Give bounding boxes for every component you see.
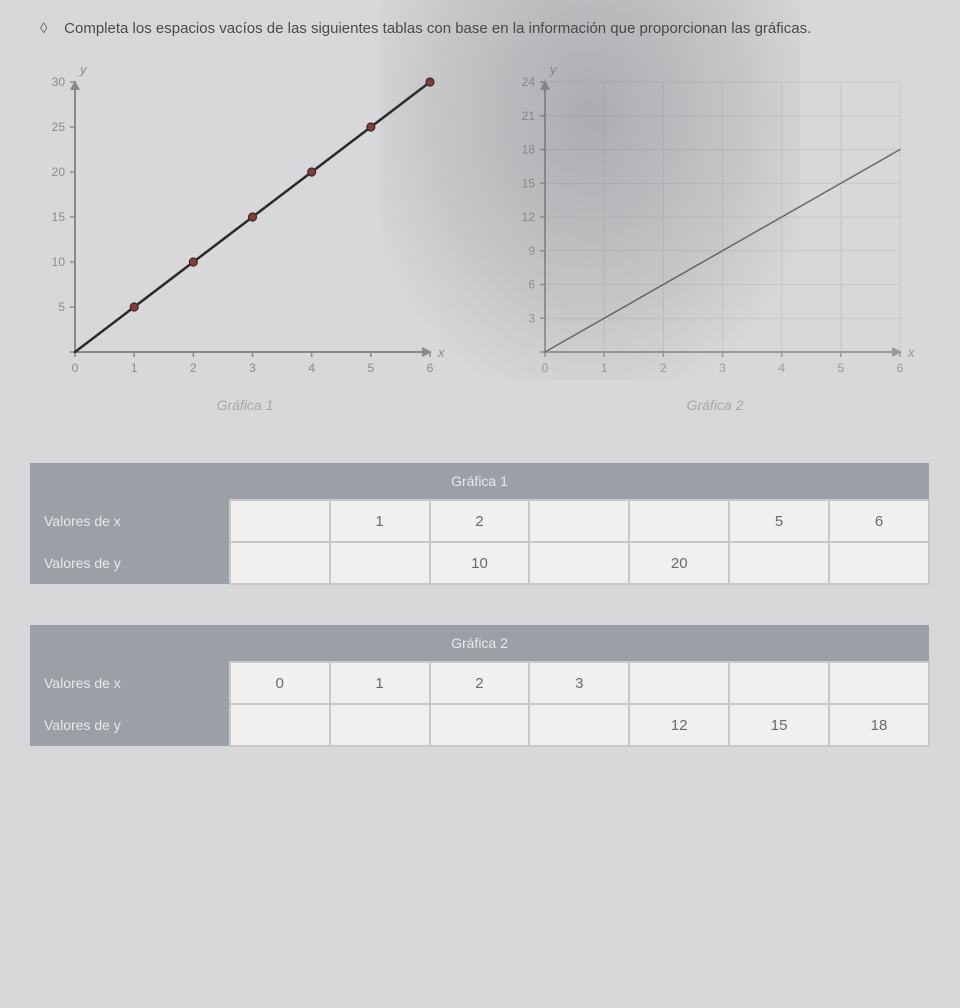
table-1-y-3[interactable] bbox=[529, 542, 629, 584]
table-1-x-row: Valores de x 1 2 5 6 bbox=[30, 500, 929, 542]
bullet-icon: ◊ bbox=[40, 20, 50, 37]
svg-text:4: 4 bbox=[308, 361, 315, 375]
table-1-x-1[interactable]: 1 bbox=[330, 500, 430, 542]
table-1-y-row: Valores de y 10 20 bbox=[30, 542, 929, 584]
chart-1-block: 5 10 15 20 25 30 0 1 2 3 4 5 6 y x Gráfica 1 bbox=[30, 57, 460, 413]
table-1-y-4[interactable]: 20 bbox=[629, 542, 729, 584]
table-1-x-0[interactable] bbox=[230, 500, 330, 542]
svg-text:24: 24 bbox=[522, 75, 536, 89]
table-1-y-5[interactable] bbox=[729, 542, 829, 584]
table-2-x-4[interactable] bbox=[629, 662, 729, 704]
table-2-y-3[interactable] bbox=[529, 704, 629, 746]
table-2-x-label: Valores de x bbox=[30, 662, 230, 704]
svg-text:5: 5 bbox=[367, 361, 374, 375]
table-2-x-5[interactable] bbox=[729, 662, 829, 704]
instruction-text: Completa los espacios vacíos de las sigu… bbox=[64, 20, 811, 37]
table-2-title: Gráfica 2 bbox=[30, 625, 929, 662]
table-1-y-0[interactable] bbox=[230, 542, 330, 584]
table-2-title-row: Gráfica 2 bbox=[30, 625, 929, 662]
svg-text:9: 9 bbox=[528, 244, 535, 258]
svg-text:21: 21 bbox=[522, 109, 536, 123]
chart-1: 5 10 15 20 25 30 0 1 2 3 4 5 6 y x bbox=[30, 57, 450, 387]
table-2-x-6[interactable] bbox=[829, 662, 929, 704]
svg-text:3: 3 bbox=[719, 361, 726, 375]
table-2-y-0[interactable] bbox=[230, 704, 330, 746]
table-1-x-3[interactable] bbox=[529, 500, 629, 542]
svg-text:6: 6 bbox=[528, 278, 535, 292]
table-1-x-6[interactable]: 6 bbox=[829, 500, 929, 542]
table-1-y-6[interactable] bbox=[829, 542, 929, 584]
svg-text:20: 20 bbox=[52, 165, 66, 179]
svg-text:5: 5 bbox=[837, 361, 844, 375]
svg-text:y: y bbox=[79, 62, 88, 77]
svg-text:30: 30 bbox=[52, 75, 66, 89]
tables-area: Gráfica 1 Valores de x 1 2 5 6 Valores d… bbox=[30, 463, 930, 747]
svg-text:25: 25 bbox=[52, 120, 66, 134]
charts-row: 510152025300123456yx Gráfica 1 369121518… bbox=[30, 57, 930, 413]
svg-text:5: 5 bbox=[58, 300, 65, 314]
svg-text:6: 6 bbox=[897, 361, 904, 375]
svg-text:2: 2 bbox=[660, 361, 667, 375]
table-1-y-label: Valores de y bbox=[30, 542, 230, 584]
table-1-title: Gráfica 1 bbox=[30, 463, 929, 500]
table-1-y-2[interactable]: 10 bbox=[430, 542, 530, 584]
table-2-x-1[interactable]: 1 bbox=[330, 662, 430, 704]
chart-2: 36912151821240123456yx bbox=[500, 57, 920, 387]
table-2-y-5[interactable]: 15 bbox=[729, 704, 829, 746]
svg-text:2: 2 bbox=[190, 361, 197, 375]
table-2-y-label: Valores de y bbox=[30, 704, 230, 746]
svg-text:15: 15 bbox=[522, 176, 536, 190]
svg-text:0: 0 bbox=[72, 361, 79, 375]
svg-text:1: 1 bbox=[131, 361, 138, 375]
svg-text:x: x bbox=[437, 345, 445, 360]
table-2-y-row: Valores de y 12 15 18 bbox=[30, 704, 929, 746]
chart-2-block: 36912151821240123456yx Gráfica 2 bbox=[500, 57, 930, 413]
table-1: Gráfica 1 Valores de x 1 2 5 6 Valores d… bbox=[30, 463, 930, 585]
svg-text:18: 18 bbox=[522, 143, 536, 157]
table-2-x-0[interactable]: 0 bbox=[230, 662, 330, 704]
table-1-x-4[interactable] bbox=[629, 500, 729, 542]
chart-2-caption: Gráfica 2 bbox=[500, 397, 930, 413]
svg-text:15: 15 bbox=[52, 210, 66, 224]
table-1-y-1[interactable] bbox=[330, 542, 430, 584]
table-2-y-6[interactable]: 18 bbox=[829, 704, 929, 746]
svg-text:3: 3 bbox=[528, 311, 535, 325]
svg-text:0: 0 bbox=[542, 361, 549, 375]
table-1-x-label: Valores de x bbox=[30, 500, 230, 542]
svg-text:10: 10 bbox=[52, 255, 66, 269]
table-1-title-row: Gráfica 1 bbox=[30, 463, 929, 500]
svg-text:y: y bbox=[549, 62, 558, 77]
table-2-y-1[interactable] bbox=[330, 704, 430, 746]
svg-text:1: 1 bbox=[601, 361, 608, 375]
chart-1-caption: Gráfica 1 bbox=[30, 397, 460, 413]
table-2-y-2[interactable] bbox=[430, 704, 530, 746]
table-1-x-5[interactable]: 5 bbox=[729, 500, 829, 542]
table-2: Gráfica 2 Valores de x 0 1 2 3 Valores d… bbox=[30, 625, 930, 747]
svg-text:4: 4 bbox=[778, 361, 785, 375]
table-2-x-2[interactable]: 2 bbox=[430, 662, 530, 704]
svg-text:3: 3 bbox=[249, 361, 256, 375]
table-2-y-4[interactable]: 12 bbox=[629, 704, 729, 746]
svg-text:6: 6 bbox=[427, 361, 434, 375]
svg-text:12: 12 bbox=[522, 210, 536, 224]
table-1-x-2[interactable]: 2 bbox=[430, 500, 530, 542]
svg-text:x: x bbox=[907, 345, 915, 360]
instruction-line: ◊ Completa los espacios vacíos de las si… bbox=[30, 20, 930, 37]
table-2-x-row: Valores de x 0 1 2 3 bbox=[30, 662, 929, 704]
table-2-x-3[interactable]: 3 bbox=[529, 662, 629, 704]
